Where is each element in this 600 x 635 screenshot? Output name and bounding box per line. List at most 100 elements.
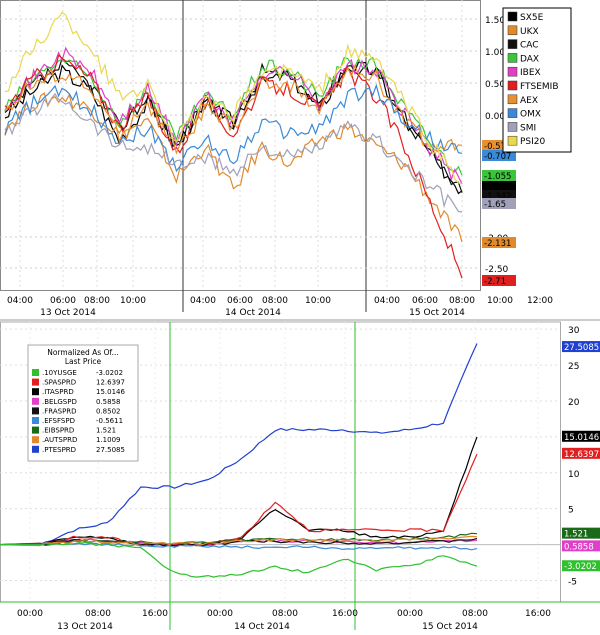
top-legend-label: FTSEMIB [520,82,559,92]
bottom-series-line-spasprd [0,453,478,546]
top-end-tag-label: -2.131 [484,239,511,249]
bottom-legend-name: .EFSFSPD [42,417,75,425]
top-series-line-ftsemib [4,54,463,279]
top-legend-label: OMX [520,110,541,120]
bottom-legend-value: 27.5085 [96,446,125,454]
bottom-legend-value: -3.0202 [96,369,123,377]
top-y-tick-label: -2.50 [485,265,509,275]
bottom-y-tick-label: 25 [568,362,579,372]
bottom-legend-value: 1.521 [96,427,116,435]
top-end-tag-label: -1.055 [484,172,511,182]
bottom-legend-name: .ITASPRD [42,388,74,396]
bottom-legend-name: .10YUSGE [42,369,77,377]
bottom-end-tag-bg [562,527,600,539]
bottom-legend-name: .FRASPRD [42,407,77,415]
top-legend-label: DAX [520,54,539,64]
bottom-end-tag-label: 15.0146 [564,433,599,443]
bottom-x-tick-label: 08:00 [272,609,298,619]
top-series-line-ibex [4,46,463,185]
top-x-tick-label: 10:00 [487,296,513,306]
top-x-tick-label: 12:00 [527,296,553,306]
top-legend-swatch [507,53,518,63]
top-series-line-psi20 [4,11,463,185]
top-end-tag-label: -1.342 [484,192,511,202]
bottom-end-tag-label: -3.0202 [564,562,597,572]
bottom-legend-subtitle: Last Price [65,357,102,366]
top-day-label: 14 Oct 2014 [225,308,281,318]
bottom-end-tag: 15.0146 [562,430,600,443]
top-legend-swatch [507,11,518,22]
bottom-legend-swatch [32,436,39,444]
bottom-legend-value: 0.5858 [96,398,121,406]
top-x-tick-label: 04:00 [7,296,33,306]
top-series-line-smi [4,92,463,213]
bottom-legend-name: .EIBSPRD [42,427,74,435]
bottom-x-tick-label: 16:00 [332,609,358,619]
bottom-end-tag: 27.5085 [562,341,600,353]
bottom-legend-name: .AUTSPRD [42,436,77,444]
bottom-legend-swatch [32,369,39,376]
bottom-legend-value: 12.6397 [96,379,125,387]
bottom-end-tag: 12.6397 [562,447,600,460]
top-end-tag: -2.71 [482,275,516,287]
top-x-tick-label: 08:00 [84,296,110,306]
bottom-x-tick-label: 00:00 [397,609,423,619]
bottom-legend-value: 0.8502 [96,407,121,415]
top-end-tag-bg [482,150,516,161]
top-x-tick-label: 10:00 [305,296,331,306]
bottom-end-tag-bg [562,447,600,459]
top-legend-label: IBEX [520,68,541,78]
bottom-series-line-efsfspd [0,542,478,551]
top-end-tag-bg [482,198,516,209]
top-end-tag: -1.055 [482,170,516,182]
top-legend-label: CAC [520,41,539,51]
bottom-x-tick-label: 00:00 [207,609,233,619]
bottom-x-tick-label: 16:00 [525,609,551,619]
bottom-legend-name: .SPASPRD [42,379,76,387]
top-end-tag-label: -0.707 [484,152,511,162]
bottom-legend-swatch [32,378,39,386]
top-end-tag-bg [482,275,516,286]
bottom-x-tick-label: 08:00 [462,609,488,619]
top-end-tag-label: -1.313 [484,182,511,192]
bottom-day-label: 14 Oct 2014 [234,622,290,631]
top-end-tag: -0.707 [482,150,516,162]
top-end-tag: -0.575 [482,140,516,152]
top-x-tick-label: 06:00 [412,296,438,306]
top-x-tick-label: 08:00 [262,296,288,306]
top-series-line-ukx [4,92,463,243]
bottom-end-tag: 1.521 [562,527,600,540]
top-end-tag: -1.342 [482,190,516,202]
top-x-tick-label: 04:00 [190,296,216,306]
bottom-legend-swatch [32,445,39,453]
bottom-y-tick-label: 20 [568,398,580,408]
top-end-tag-bg [482,180,516,191]
bottom-legend-value: -0.5611 [96,417,123,425]
bottom-day-label: 13 Oct 2014 [57,622,113,631]
bottom-series-line-autsprd [0,535,478,547]
bottom-end-tag-label: 27.5085 [564,343,599,353]
top-series-line-aex [4,64,463,155]
top-legend-label: AEX [520,96,538,106]
bottom-y-tick-label: 10 [568,470,580,480]
top-legend-swatch [507,25,518,36]
top-day-label: 15 Oct 2014 [409,308,465,318]
top-day-label: 13 Oct 2014 [40,308,96,318]
bottom-legend-title: Normalized As Of... [47,348,119,357]
top-chart: 1.501.000.500.00-2.00-2.5004:0006:0008:0… [0,0,600,321]
bottom-legend-swatch [32,388,39,396]
top-legend: SX5E UKX CAC DAX IBEX FTSEMIB AEX OMX SMI PSI20 [502,7,572,153]
top-end-tag-bg [482,237,516,248]
bottom-legend-swatch [32,397,39,405]
bottom-end-tag-label: 1.521 [564,530,588,540]
bottom-series-line-10yusge [0,541,478,578]
top-end-tag-bg [482,170,516,181]
top-end-tag-bg [482,140,516,151]
bottom-legend-swatch [32,417,39,424]
top-end-tag: -2.131 [482,237,516,249]
top-legend-swatch [507,108,518,118]
bottom-day-label: 15 Oct 2014 [422,622,478,631]
bottom-legend-value: 15.0146 [96,388,125,396]
